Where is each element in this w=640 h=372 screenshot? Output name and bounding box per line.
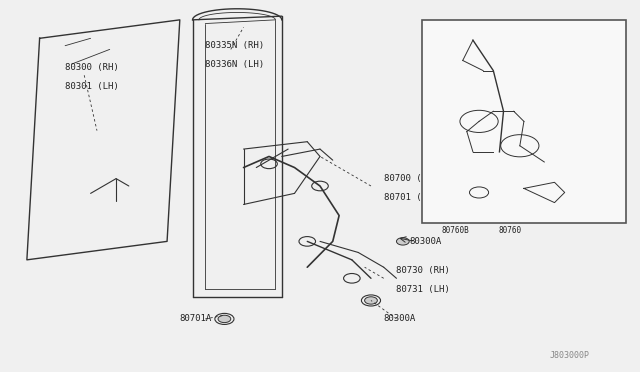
Text: 80760: 80760 — [499, 226, 522, 235]
Text: 80730 (RH): 80730 (RH) — [396, 266, 450, 275]
Circle shape — [396, 238, 409, 245]
Text: 80700 (RH): 80700 (RH) — [499, 97, 545, 106]
Text: 80760C: 80760C — [467, 148, 494, 157]
Text: 80301 (LH): 80301 (LH) — [65, 82, 119, 91]
Text: 80731 (LH): 80731 (LH) — [396, 285, 450, 294]
FancyBboxPatch shape — [422, 20, 626, 223]
Text: 80700 (RH): 80700 (RH) — [384, 174, 438, 183]
Text: 80701 (LH): 80701 (LH) — [499, 115, 545, 124]
Text: 80300 (RH): 80300 (RH) — [65, 63, 119, 72]
Text: MANUAL WINDOW: MANUAL WINDOW — [428, 30, 498, 39]
Circle shape — [218, 315, 231, 323]
Text: 80336N (LH): 80336N (LH) — [205, 60, 264, 69]
Text: 80300A: 80300A — [409, 237, 442, 246]
Text: 80300A: 80300A — [384, 314, 416, 323]
Circle shape — [365, 297, 378, 304]
Text: 80335N (RH): 80335N (RH) — [205, 41, 264, 50]
Text: J803000P: J803000P — [549, 351, 589, 360]
Text: 80760B: 80760B — [441, 226, 469, 235]
Text: 80701A: 80701A — [180, 314, 212, 323]
Text: 80701 (LH): 80701 (LH) — [384, 193, 438, 202]
